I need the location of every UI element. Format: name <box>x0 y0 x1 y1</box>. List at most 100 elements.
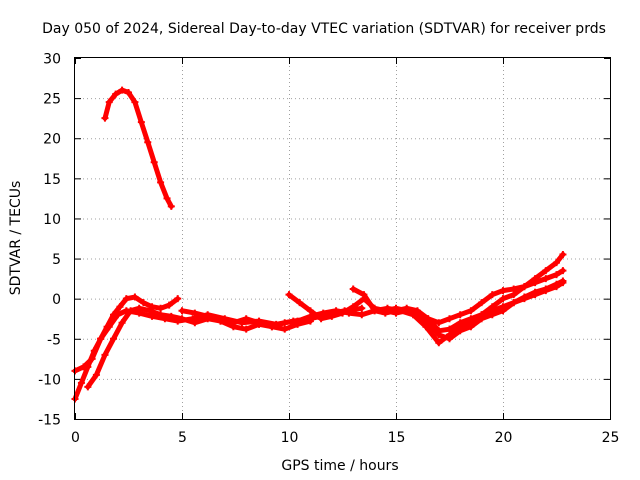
y-tick-label: 20 <box>43 132 61 148</box>
data-point <box>488 291 496 299</box>
y-tick-label: -10 <box>38 372 61 388</box>
y-tick-label: -15 <box>38 413 61 429</box>
data-point <box>92 371 100 379</box>
data-point <box>125 88 132 96</box>
data-point <box>499 287 507 295</box>
data-point <box>296 299 304 307</box>
data-point <box>559 277 567 285</box>
data-point <box>542 267 550 275</box>
data-point <box>178 307 186 315</box>
data-point <box>424 319 432 327</box>
data-point <box>255 319 263 327</box>
data-point <box>478 315 486 323</box>
data-point <box>110 335 118 343</box>
data-point <box>281 325 289 333</box>
data-point <box>531 279 539 287</box>
data-point <box>157 311 165 319</box>
data-point <box>101 114 109 122</box>
data-point <box>319 309 327 317</box>
y-tick-label: 10 <box>43 212 61 228</box>
data-point <box>478 299 486 307</box>
data-point <box>217 317 225 325</box>
y-tick-label: 15 <box>43 172 61 188</box>
data-point <box>139 299 147 307</box>
data-point <box>131 98 139 106</box>
data-point <box>371 307 379 315</box>
data-point <box>157 178 165 186</box>
data-point <box>435 319 443 327</box>
data-point <box>163 194 171 202</box>
data-point <box>360 291 368 299</box>
series-arc-1 <box>101 86 175 210</box>
data-point <box>191 319 199 327</box>
data-point <box>118 86 126 94</box>
data-point <box>88 355 96 363</box>
data-point <box>229 319 237 327</box>
data-point <box>131 293 139 301</box>
chart-title: Day 050 of 2024, Sidereal Day-to-day VTE… <box>42 21 606 37</box>
data-point <box>446 315 453 323</box>
x-tick-label: 10 <box>281 430 299 446</box>
data-point <box>446 335 453 343</box>
y-axis-label: SDTVAR / TECUs <box>8 181 24 296</box>
data-point <box>114 311 122 319</box>
data-point <box>77 379 85 387</box>
y-tick-label: 0 <box>52 292 61 308</box>
data-point <box>413 311 421 319</box>
data-point <box>122 295 130 303</box>
data-point <box>499 295 507 303</box>
x-tick-label: 25 <box>602 430 620 446</box>
data-point <box>328 312 336 320</box>
plot-frame <box>74 57 611 420</box>
y-tick-label: 25 <box>43 92 61 108</box>
data-point <box>242 325 250 333</box>
data-point <box>559 251 567 259</box>
data-point <box>510 299 518 307</box>
data-point <box>146 307 154 315</box>
y-tick-label: 30 <box>43 52 61 68</box>
data-point <box>520 283 528 291</box>
data-point <box>542 275 550 283</box>
data-point <box>306 307 314 315</box>
data-point <box>553 280 560 288</box>
data-point <box>294 317 302 325</box>
data-point <box>553 271 560 279</box>
data-point <box>403 307 411 315</box>
data-point <box>510 285 518 293</box>
data-point <box>531 288 539 296</box>
data-point <box>358 311 366 319</box>
x-tick-label: 5 <box>178 430 187 446</box>
data-point <box>339 309 346 317</box>
data-point <box>422 323 430 331</box>
data-point <box>392 304 400 312</box>
data-point <box>167 202 175 210</box>
data-point <box>285 291 293 299</box>
data-point <box>157 304 165 312</box>
data-point <box>101 351 109 359</box>
data-point <box>116 303 124 311</box>
x-axis-label: GPS time / hours <box>281 458 398 474</box>
data-point <box>467 307 475 315</box>
data-point <box>112 90 120 98</box>
data-point <box>127 307 135 315</box>
series-arc-7 <box>349 279 567 335</box>
data-point <box>559 267 567 275</box>
data-point <box>135 304 143 312</box>
grid <box>75 58 610 419</box>
data-point <box>80 363 88 371</box>
data-point <box>349 303 357 311</box>
data-point <box>97 335 105 343</box>
data-point <box>553 259 560 267</box>
data-point <box>349 285 357 293</box>
data-point <box>520 293 528 301</box>
data-point <box>358 304 366 312</box>
data-point <box>467 323 475 331</box>
data-point <box>165 301 173 309</box>
data-point <box>456 319 464 327</box>
data-point <box>174 295 182 303</box>
data-point <box>167 312 175 320</box>
data-point <box>137 118 145 126</box>
data-point <box>456 327 464 335</box>
series-arc-5 <box>178 251 567 347</box>
y-tick-label: -5 <box>47 332 61 348</box>
